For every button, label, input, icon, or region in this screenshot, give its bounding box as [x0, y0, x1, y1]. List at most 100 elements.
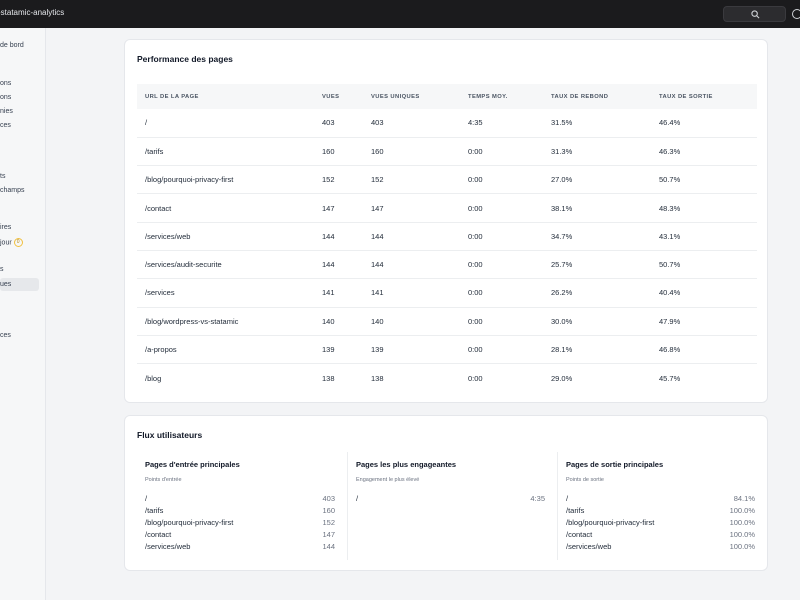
top-bar: -statamic-analytics [0, 0, 800, 28]
table-cell: 0:00 [468, 260, 483, 270]
page-url-cell: /services/web [145, 231, 191, 241]
entry-pages-panel: Pages d'entrée principales Points d'entr… [137, 452, 335, 560]
page-url-cell: /blog/wordpress-vs-statamic [145, 316, 239, 326]
search-button[interactable] [723, 6, 786, 22]
column-header[interactable]: TAUX DE REBOND [551, 93, 609, 100]
list-item: /services/web 144 [145, 541, 335, 553]
sidebar-item[interactable]: ons [0, 80, 12, 87]
table-cell: 47.9% [659, 316, 681, 326]
update-count-badge: 0 [13, 238, 23, 247]
column-header[interactable]: TEMPS MOY. [468, 93, 508, 100]
sidebar-item-dashboard[interactable]: de bord [0, 42, 24, 49]
exit-pages-panel: Pages de sortie principales Points de so… [557, 452, 755, 560]
page-metric: 403 [322, 494, 335, 503]
sidebar-item[interactable]: s [0, 266, 4, 273]
list-item: /tarifs 100.0% [566, 505, 755, 517]
sidebar-item-analytics[interactable]: ues [0, 278, 39, 291]
list-item: /blog/pourquoi-privacy-first 152 [145, 517, 335, 529]
performance-title: Performance des pages [137, 54, 233, 64]
sidebar-item[interactable]: ons [0, 94, 12, 101]
sidebar-item-fields[interactable]: champs [0, 187, 25, 194]
table-header-row: URL DE LA PAGE VUES VUES UNIQUES TEMPS M… [137, 84, 757, 109]
page-path: /tarifs [145, 506, 164, 515]
page-metric: 100.0% [729, 530, 755, 539]
column-header[interactable]: URL DE LA PAGE [145, 93, 199, 100]
table-cell: 139 [371, 345, 384, 355]
user-flow-title: Flux utilisateurs [137, 430, 203, 440]
page-metric: 100.0% [729, 542, 755, 551]
table-cell: 0:00 [468, 316, 483, 326]
list-item: / 84.1% [566, 493, 755, 505]
sidebar-item[interactable]: ces [0, 122, 11, 129]
list-item: /blog/pourquoi-privacy-first 100.0% [566, 517, 755, 529]
table-cell: 27.0% [551, 175, 573, 185]
table-cell: 43.1% [659, 231, 681, 241]
engaging-pages-panel: Pages les plus engageantes Engagement le… [347, 452, 545, 560]
exit-pages-title: Pages de sortie principales [566, 460, 664, 469]
table-cell: 138 [371, 373, 384, 383]
page-url-cell: /services [145, 288, 175, 298]
exit-pages-list: /84.1%/tarifs 100.0%/blog/pourquoi-privac… [566, 493, 755, 553]
list-item: /tarifs 160 [145, 505, 335, 517]
page-metric: 84.1% [733, 494, 755, 503]
page-url-cell: /tarifs [145, 146, 164, 156]
search-icon [751, 10, 760, 19]
table-cell: 0:00 [468, 203, 483, 213]
table-cell: 45.7% [659, 373, 681, 383]
engaging-pages-list: / 4:35 [356, 493, 545, 505]
table-cell: 141 [322, 288, 335, 298]
page-metric: 100.0% [729, 506, 755, 515]
table-cell: 46.4% [659, 118, 681, 128]
table-cell: 152 [371, 175, 384, 185]
user-menu-icon[interactable] [792, 9, 800, 19]
table-row[interactable]: /blog/pourquoi-privacy-first 152 152 0:00 27… [137, 166, 757, 194]
table-cell: 0:00 [468, 231, 483, 241]
column-header[interactable]: TAUX DE SORTIE [659, 93, 713, 100]
entry-pages-title: Pages d'entrée principales [145, 460, 240, 469]
page-url-cell: /services/audit-securite [145, 260, 222, 270]
page-url-cell: /blog/pourquoi-privacy-first [145, 175, 234, 185]
table-cell: 34.7% [551, 231, 573, 241]
table-cell: 138 [322, 373, 335, 383]
table-cell: 25.7% [551, 260, 573, 270]
page-url-cell: / [145, 118, 148, 128]
table-row[interactable]: /blog 138 138 0:00 29.0% 45.7% [137, 364, 757, 392]
table-row[interactable]: /contact 147 147 0:00 38.1% 48.3% [137, 194, 757, 223]
page-metric: 147 [322, 530, 335, 539]
sidebar-item[interactable]: ces [0, 332, 11, 339]
sidebar-item-updates[interactable]: jour 0 [0, 238, 23, 247]
sidebar-item[interactable]: ires [0, 224, 12, 231]
table-cell: 38.1% [551, 203, 573, 213]
table-cell: 30.0% [551, 316, 573, 326]
table-row[interactable]: /a-propos 139 139 0:00 28.1% 46.8% [137, 335, 757, 364]
table-cell: 26.2% [551, 288, 573, 298]
sidebar: de bord ons ons nies ces ts champs ires … [0, 28, 46, 600]
column-header[interactable]: VUES [322, 93, 340, 100]
list-item: / 403 [145, 493, 335, 505]
sidebar-item[interactable]: nies [0, 108, 13, 115]
table-row[interactable]: /services/web 144 144 0:00 34.7% 43.1% [137, 222, 757, 251]
entry-pages-subtitle: Points d'entrée [145, 477, 182, 483]
table-cell: 46.8% [659, 345, 681, 355]
table-cell: 0:00 [468, 288, 483, 298]
sidebar-item[interactable]: ts [0, 173, 6, 180]
table-row[interactable]: /tarifs 160 160 0:00 31.3% 46.3% [137, 137, 757, 166]
table-row[interactable]: /services/audit-securite 144 144 0:00 25.7% 5… [137, 250, 757, 279]
engaging-pages-subtitle: Engagement le plus élevé [356, 477, 420, 483]
list-item: /contact 100.0% [566, 529, 755, 541]
table-cell: 140 [371, 316, 384, 326]
table-cell: 152 [322, 175, 335, 185]
table-cell: 140 [322, 316, 335, 326]
table-row[interactable]: / 403 403 4:35 31.5% 46.4% [137, 109, 757, 138]
entry-pages-list: / 403/tarifs 160/blog/pourquoi-privacy-fir… [145, 493, 335, 553]
page-path: /blog/pourquoi-privacy-first [145, 518, 234, 527]
page-path: / [145, 494, 148, 503]
table-cell: 147 [371, 203, 384, 213]
page-url-cell: /a-propos [145, 345, 177, 355]
table-row[interactable]: /services 141 141 0:00 26.2% 40.4% [137, 279, 757, 308]
column-header[interactable]: VUES UNIQUES [371, 93, 420, 100]
table-cell: 147 [322, 203, 335, 213]
table-row[interactable]: /blog/wordpress-vs-statamic 140 140 0:00 30.… [137, 307, 757, 336]
page-path: / [356, 494, 359, 503]
user-flow-card: Flux utilisateurs Pages d'entrée princip… [124, 415, 768, 571]
